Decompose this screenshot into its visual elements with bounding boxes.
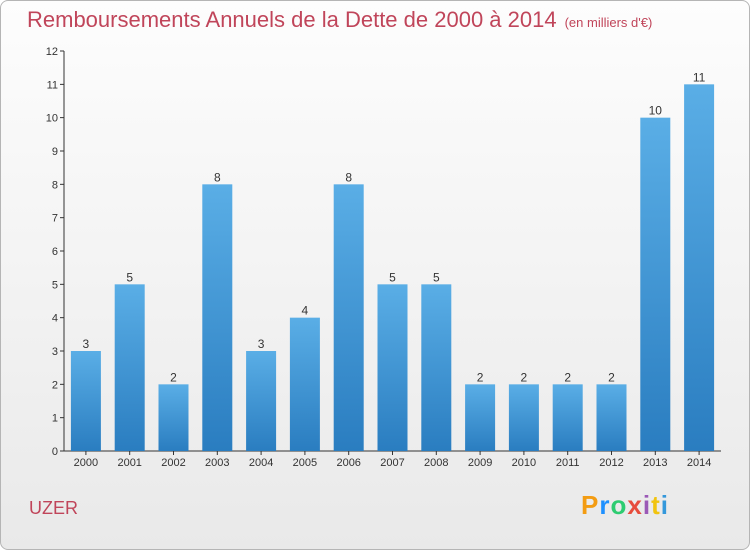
logo-letter: x xyxy=(627,490,643,520)
x-tick-label: 2001 xyxy=(117,457,141,469)
commune-name: UZER xyxy=(29,498,78,518)
logo-letter: P xyxy=(581,490,600,520)
data-label: 2 xyxy=(521,370,528,384)
logo-letter: t xyxy=(651,490,661,520)
data-label: 8 xyxy=(345,170,352,184)
x-tick-label: 2002 xyxy=(161,457,185,469)
x-tick-label: 2013 xyxy=(643,457,667,469)
bar xyxy=(684,84,715,451)
data-label: 8 xyxy=(214,170,221,184)
bar xyxy=(289,317,320,451)
data-label: 3 xyxy=(83,337,90,351)
bar xyxy=(596,384,627,451)
y-tick-label: 4 xyxy=(52,313,58,325)
data-label: 2 xyxy=(564,370,571,384)
bar xyxy=(465,384,496,451)
y-tick-label: 7 xyxy=(52,213,58,225)
y-tick-label: 10 xyxy=(46,113,58,125)
data-label: 2 xyxy=(608,370,615,384)
bar xyxy=(377,284,408,451)
logo-letter: i xyxy=(660,490,669,520)
y-tick-label: 5 xyxy=(52,279,58,291)
bar xyxy=(114,284,145,451)
data-label: 5 xyxy=(389,270,396,284)
x-tick-label: 2007 xyxy=(380,457,404,469)
data-label: 5 xyxy=(433,270,440,284)
logo-letter: i xyxy=(642,490,652,520)
chart-bars xyxy=(70,84,715,452)
bar xyxy=(202,184,233,452)
bar xyxy=(158,384,189,451)
y-tick-label: 3 xyxy=(52,346,58,358)
y-tick-label: 9 xyxy=(52,146,58,158)
y-tick-label: 1 xyxy=(52,413,58,425)
data-label: 3 xyxy=(258,337,265,351)
chart-title-text: Remboursements Annuels de la Dette de 20… xyxy=(27,7,557,32)
y-tick-label: 12 xyxy=(46,46,58,58)
x-tick-label: 2011 xyxy=(556,457,580,469)
chart-labels: 2000 3 2001 5 2002 2 2003 8 2004 3 2005 4 2006 8 2007 5… xyxy=(74,70,712,469)
bar xyxy=(508,384,539,451)
logo-letter: r xyxy=(599,490,611,520)
bar xyxy=(552,384,583,451)
proxiti-logo: Proxiti xyxy=(581,490,669,521)
y-tick-label: 11 xyxy=(47,79,58,91)
x-tick-label: 2003 xyxy=(205,457,229,469)
bar xyxy=(333,184,364,452)
bar xyxy=(421,284,452,451)
data-label: 5 xyxy=(126,270,133,284)
x-tick-label: 2009 xyxy=(468,457,492,469)
y-tick-label: 0 xyxy=(52,446,58,458)
y-tick-label: 2 xyxy=(52,379,58,391)
x-tick-label: 2005 xyxy=(293,457,317,469)
data-label: 11 xyxy=(693,70,706,84)
x-tick-label: 2004 xyxy=(249,457,273,469)
data-label: 2 xyxy=(170,370,177,384)
x-tick-label: 2008 xyxy=(424,457,448,469)
x-tick-label: 2006 xyxy=(336,457,360,469)
x-tick-label: 2012 xyxy=(599,457,623,469)
y-tick-label: 6 xyxy=(52,246,58,258)
logo-letter: o xyxy=(610,490,628,520)
bar xyxy=(640,117,671,452)
data-label: 10 xyxy=(649,104,663,118)
x-tick-label: 2000 xyxy=(74,457,98,469)
data-label: 4 xyxy=(302,304,309,318)
x-tick-label: 2014 xyxy=(687,457,711,469)
y-tick-label: 8 xyxy=(52,179,58,191)
bar xyxy=(246,351,277,451)
x-tick-label: 2010 xyxy=(512,457,536,469)
chart-subtitle: (en milliers d'€) xyxy=(564,15,653,30)
chart-title: Remboursements Annuels de la Dette de 20… xyxy=(27,7,652,33)
bar xyxy=(70,351,101,451)
data-label: 2 xyxy=(477,370,484,384)
